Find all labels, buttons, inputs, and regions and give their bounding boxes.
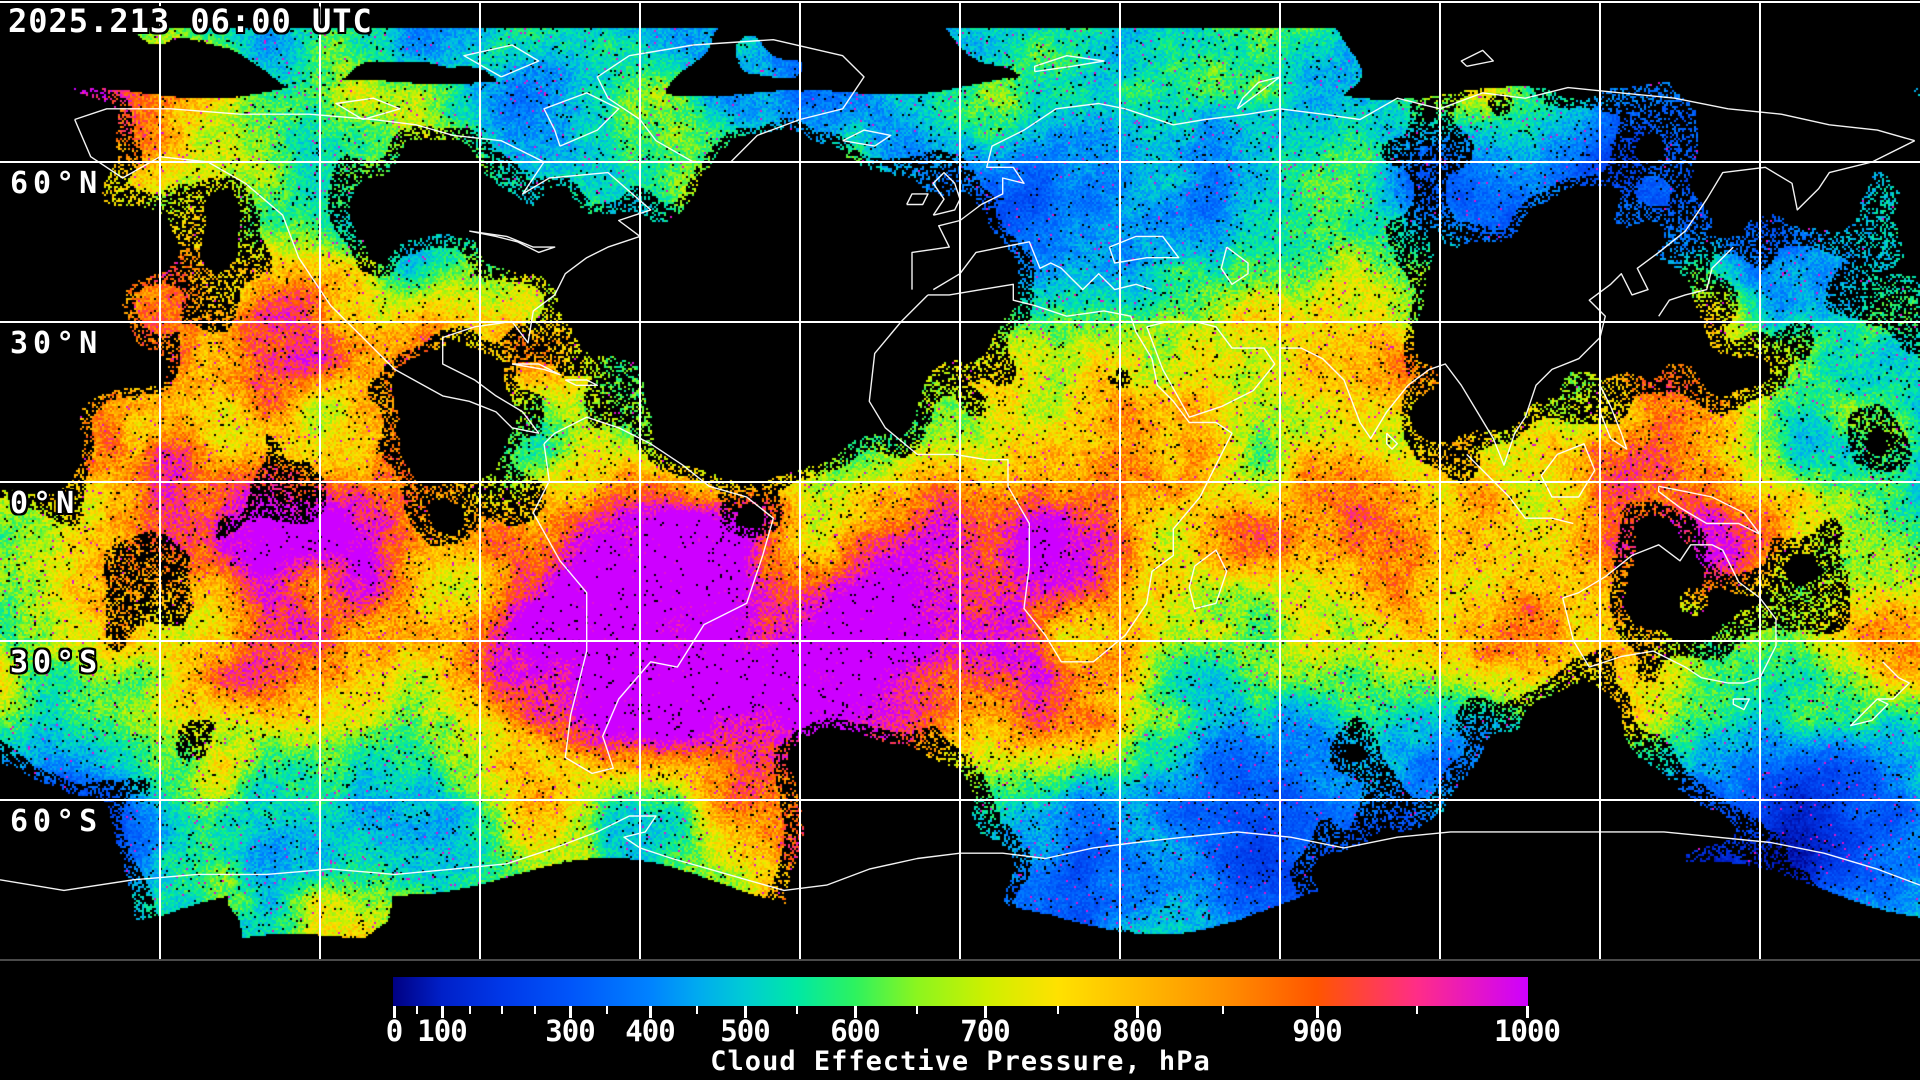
colorbar-tick-label: 100	[417, 1014, 467, 1048]
colorbar-minor-tick	[1057, 1006, 1059, 1014]
colorbar-major-tick	[1315, 1006, 1319, 1018]
colorbar-tick-label: 500	[720, 1014, 770, 1048]
cloud-pressure-map	[0, 0, 1920, 962]
colorbar-major-tick	[392, 1006, 396, 1018]
latitude-label: 30°S	[10, 645, 103, 680]
colorbar-major-tick	[853, 1006, 857, 1018]
colorbar-minor-tick	[534, 1006, 536, 1014]
colorbar-tick-label: 400	[625, 1014, 675, 1048]
latitude-label: 60°N	[10, 166, 103, 201]
colorbar-minor-tick	[1222, 1006, 1224, 1014]
colorbar-major-tick	[648, 1006, 652, 1018]
colorbar-tick-label: 900	[1292, 1014, 1342, 1048]
colorbar-tick-label: 1000	[1494, 1014, 1561, 1048]
colorbar-minor-tick	[796, 1006, 798, 1014]
colorbar-minor-tick	[1416, 1006, 1418, 1014]
colorbar-major-tick	[743, 1006, 747, 1018]
latitude-label: 30°N	[10, 326, 103, 361]
colorbar-tick-label: 300	[545, 1014, 595, 1048]
colorbar-minor-tick	[501, 1006, 503, 1014]
colorbar-major-tick	[983, 1006, 987, 1018]
colorbar-minor-tick	[916, 1006, 918, 1014]
colorbar-minor-tick	[416, 1006, 418, 1014]
colorbar-tick-label: 800	[1112, 1014, 1162, 1048]
colorbar-tick-label: 600	[830, 1014, 880, 1048]
timestamp-label: 2025.213 06:00 UTC	[8, 2, 373, 40]
colorbar-minor-tick	[469, 1006, 471, 1014]
colorbar-major-tick	[568, 1006, 572, 1018]
colorbar-major-tick	[440, 1006, 444, 1018]
colorbar-gradient	[393, 977, 1528, 1006]
colorbar-major-tick	[1525, 1006, 1529, 1018]
colorbar-tick-label: 0	[385, 1014, 403, 1048]
colorbar-minor-tick	[696, 1006, 698, 1014]
colorbar-title: Cloud Effective Pressure, hPa	[710, 1046, 1211, 1077]
latitude-label: 0°N	[10, 486, 80, 521]
colorbar-major-tick	[1135, 1006, 1139, 1018]
colorbar-tick-label: 700	[960, 1014, 1010, 1048]
colorbar-minor-tick	[606, 1006, 608, 1014]
latitude-label: 60°S	[10, 804, 103, 839]
